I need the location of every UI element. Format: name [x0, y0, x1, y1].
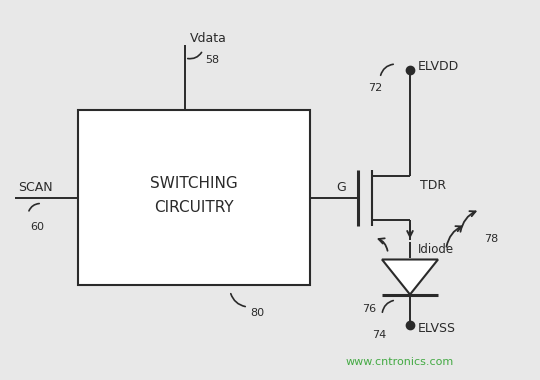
Text: www.cntronics.com: www.cntronics.com [346, 357, 454, 367]
Text: 80: 80 [250, 308, 264, 318]
Polygon shape [382, 260, 438, 294]
Text: TDR: TDR [420, 179, 446, 192]
Text: 72: 72 [368, 83, 382, 93]
Text: SWITCHING: SWITCHING [150, 176, 238, 191]
Text: Vdata: Vdata [190, 32, 227, 44]
Text: G: G [336, 181, 346, 194]
Bar [78, 110, 310, 285]
Text: ELVDD: ELVDD [418, 60, 459, 73]
Text: SCAN: SCAN [18, 181, 52, 194]
Text: 74: 74 [372, 330, 386, 340]
Text: CIRCUITRY: CIRCUITRY [154, 200, 234, 215]
Text: 60: 60 [30, 223, 44, 233]
Text: 78: 78 [484, 234, 498, 244]
Text: Idiode: Idiode [418, 243, 454, 256]
Text: 58: 58 [205, 55, 219, 65]
Text: 76: 76 [362, 304, 376, 315]
Text: ELVSS: ELVSS [418, 323, 456, 336]
